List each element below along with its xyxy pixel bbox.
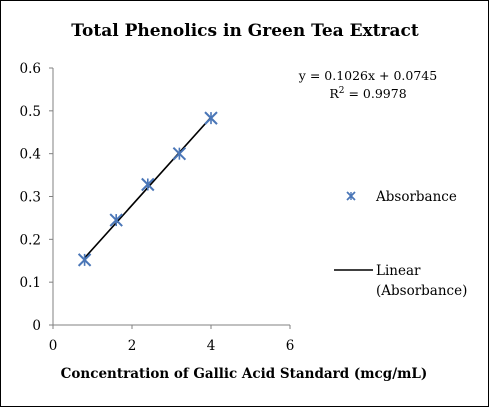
x-tick-label: 0 bbox=[49, 338, 58, 354]
data-points bbox=[77, 111, 218, 267]
r-squared-superscript: 2 bbox=[339, 86, 345, 96]
legend-linear-label: Linear (Absorbance) bbox=[376, 263, 467, 299]
r-squared-value: = 0.9978 bbox=[344, 86, 406, 101]
y-tick-label: 0.2 bbox=[20, 232, 41, 248]
y-tick-label: 0.6 bbox=[20, 61, 41, 77]
x-tick-label: 4 bbox=[207, 338, 216, 354]
legend-absorbance-label: Absorbance bbox=[375, 189, 457, 205]
data-point bbox=[141, 177, 155, 192]
y-tick-label: 0.5 bbox=[20, 104, 41, 120]
x-tick-label: 2 bbox=[128, 338, 137, 354]
y-tick-label: 0 bbox=[32, 318, 41, 334]
axis-ticks: 0 0.1 0.2 0.3 0.4 0.5 0.6 0 2 4 6 bbox=[20, 61, 295, 354]
data-point bbox=[172, 146, 187, 161]
legend: Absorbance Linear (Absorbance) bbox=[334, 189, 467, 299]
axes bbox=[52, 68, 290, 326]
x-axis-label: Concentration of Gallic Acid Standard (m… bbox=[61, 366, 428, 382]
legend-star-icon bbox=[346, 191, 356, 201]
data-point bbox=[109, 213, 123, 227]
y-tick-label: 0.3 bbox=[20, 190, 41, 206]
x-tick-label: 6 bbox=[286, 338, 295, 354]
legend-linear-label-line2: (Absorbance) bbox=[376, 283, 467, 299]
data-point bbox=[77, 253, 92, 267]
legend-linear-label-line1: Linear bbox=[376, 263, 421, 279]
y-tick-label: 0.4 bbox=[20, 147, 41, 163]
r-squared-prefix: R bbox=[329, 86, 339, 101]
data-point bbox=[204, 111, 218, 125]
legend-absorbance-marker bbox=[346, 191, 356, 201]
chart-title: Total Phenolics in Green Tea Extract bbox=[71, 21, 419, 41]
y-tick-label: 0.1 bbox=[20, 275, 41, 291]
trendline-equation: y = 0.1026x + 0.0745 bbox=[298, 68, 437, 83]
r-squared-label: R2 = 0.9978 bbox=[329, 86, 406, 101]
